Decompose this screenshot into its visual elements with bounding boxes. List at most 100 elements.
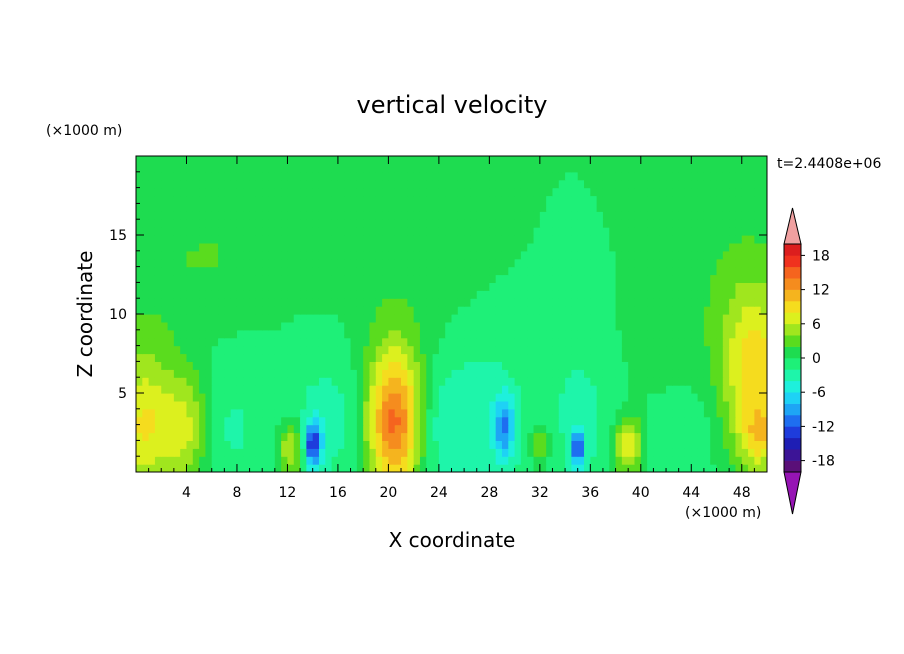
contour-cell	[142, 440, 150, 449]
contour-cell	[678, 314, 686, 323]
contour-cell	[419, 361, 427, 370]
contour-cell	[735, 306, 743, 315]
contour-cell	[205, 337, 213, 347]
contour-cell	[584, 321, 591, 331]
contour-cell	[274, 242, 282, 252]
contour-cell	[161, 369, 169, 378]
contour-cell	[300, 345, 307, 355]
contour-cell	[199, 432, 207, 441]
contour-cell	[236, 187, 244, 197]
contour-cell	[596, 314, 604, 323]
contour-cell	[552, 235, 560, 244]
contour-cell	[148, 361, 156, 370]
contour-cell	[748, 266, 755, 276]
contour-cell	[318, 424, 326, 434]
contour-cell	[382, 179, 389, 189]
contour-cell	[375, 377, 383, 386]
contour-cell	[331, 211, 339, 220]
contour-cell	[426, 329, 434, 339]
contour-cell	[344, 440, 352, 449]
contour-cell	[533, 440, 541, 449]
contour-cell	[186, 258, 194, 268]
contour-cell	[154, 187, 162, 197]
contour-cell	[331, 163, 339, 173]
contour-cell	[571, 440, 579, 449]
contour-cell	[590, 156, 598, 165]
contour-cell	[401, 408, 408, 418]
contour-cell	[451, 456, 459, 465]
contour-cell	[691, 385, 699, 394]
contour-cell	[186, 321, 194, 331]
contour-cell	[558, 400, 566, 410]
contour-cell	[653, 361, 661, 370]
contour-cell	[684, 258, 692, 268]
contour-cell	[451, 219, 459, 228]
contour-cell	[268, 400, 276, 410]
contour-cell	[230, 385, 238, 394]
contour-cell	[136, 203, 143, 212]
contour-cell	[281, 179, 289, 189]
contour-cell	[224, 242, 232, 252]
contour-cell	[716, 314, 724, 323]
contour-cell	[356, 408, 364, 418]
contour-cell	[432, 353, 440, 362]
contour-cell	[211, 211, 219, 220]
contour-cell	[262, 250, 270, 260]
contour-cell	[716, 219, 724, 228]
contour-cell	[457, 266, 465, 276]
contour-cell	[495, 329, 503, 339]
contour-cell	[577, 432, 585, 441]
contour-cell	[142, 393, 150, 402]
contour-cell	[666, 274, 673, 283]
contour-cell	[615, 432, 623, 441]
contour-cell	[748, 227, 755, 236]
contour-cell	[640, 179, 648, 189]
contour-cell	[489, 314, 497, 323]
contour-cell	[325, 156, 333, 165]
contour-cell	[722, 321, 730, 331]
contour-cell	[558, 369, 566, 378]
contour-cell	[318, 211, 326, 220]
contour-cell	[173, 219, 181, 228]
contour-cell	[363, 393, 371, 402]
contour-cell	[337, 156, 345, 165]
contour-cell	[325, 227, 333, 236]
contour-cell	[243, 448, 251, 457]
contour-cell	[136, 219, 143, 228]
contour-cell	[218, 282, 225, 291]
contour-cell	[394, 282, 402, 291]
contour-cell	[710, 298, 718, 307]
contour-cell	[445, 290, 453, 299]
contour-cell	[281, 321, 289, 331]
contour-cell	[558, 345, 566, 355]
contour-cell	[243, 163, 251, 173]
contour-cell	[419, 250, 427, 260]
contour-cell	[192, 258, 200, 268]
contour-cell	[445, 377, 453, 386]
contour-cell	[388, 274, 396, 283]
contour-cell	[691, 298, 699, 307]
contour-cell	[218, 393, 225, 402]
contour-cell	[501, 385, 509, 394]
contour-cell	[148, 408, 156, 418]
contour-cell	[520, 321, 528, 331]
contour-cell	[211, 171, 219, 181]
contour-cell	[647, 314, 655, 323]
contour-cell	[590, 266, 598, 276]
contour-cell	[457, 242, 465, 252]
contour-cell	[199, 416, 207, 426]
contour-cell	[445, 203, 453, 212]
contour-cell	[375, 179, 383, 189]
contour-cell	[640, 258, 648, 268]
contour-cell	[375, 400, 383, 410]
contour-cell	[230, 171, 238, 181]
contour-cell	[590, 464, 598, 472]
contour-cell	[287, 448, 295, 457]
contour-cell	[659, 448, 667, 457]
contour-cell	[615, 290, 623, 299]
contour-cell	[501, 282, 509, 291]
contour-cell	[584, 171, 591, 181]
contour-cell	[186, 424, 194, 434]
contour-cell	[590, 393, 598, 402]
